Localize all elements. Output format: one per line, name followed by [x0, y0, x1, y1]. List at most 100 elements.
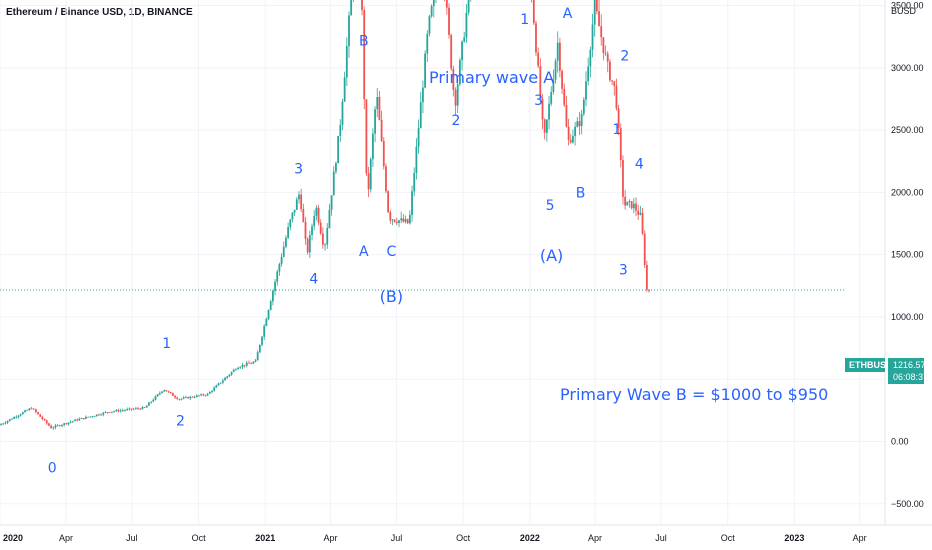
- candle-body: [587, 66, 590, 82]
- axis-currency-label: BUSD: [891, 6, 917, 16]
- candle-body: [0, 424, 2, 426]
- candle-body: [204, 395, 207, 397]
- candle-body: [102, 412, 105, 415]
- time-axis[interactable]: 2020 Apr Jul Oct 2021 Apr Jul Oct 2022 Apr Jul Oct 2…: [0, 524, 932, 543]
- candle-body: [465, 12, 468, 38]
- x-tick-label: 2022: [520, 533, 540, 543]
- candle-body: [63, 423, 66, 425]
- candle-body: [545, 119, 548, 133]
- candle-body: [369, 159, 372, 190]
- candle-body: [367, 173, 370, 190]
- candle-body: [295, 199, 298, 210]
- candle-body: [567, 126, 570, 140]
- candle-body: [219, 382, 222, 384]
- candle-body: [413, 172, 416, 192]
- price-tag-value: 1216.57: [893, 360, 926, 370]
- candle-body: [613, 81, 616, 86]
- candle-body: [424, 53, 426, 88]
- wave-label: 3: [294, 162, 303, 178]
- candle-body: [615, 85, 618, 109]
- wave-label: 1: [612, 122, 621, 138]
- candle-body: [591, 24, 594, 50]
- candle-body: [287, 227, 290, 238]
- candle-body: [163, 390, 166, 392]
- wave-label: B: [359, 33, 369, 49]
- candle-body: [239, 367, 242, 368]
- candle-body: [350, 0, 353, 16]
- candle-body: [576, 121, 579, 127]
- wave-label: 3: [534, 93, 543, 109]
- candle-body: [343, 77, 346, 102]
- wave-label: 4: [635, 157, 644, 173]
- last-price-badge[interactable]: ETHBUSD 1216.57 06:08:37: [845, 358, 928, 384]
- y-tick-label: 0.00: [891, 437, 909, 447]
- candle-body: [82, 417, 85, 419]
- candle-body: [554, 60, 557, 80]
- candle-body: [306, 238, 309, 253]
- candle-body: [263, 325, 266, 337]
- candle-body: [19, 414, 22, 416]
- x-tick-label: Jul: [391, 533, 403, 543]
- candle-body: [339, 124, 342, 136]
- candle-body: [45, 420, 48, 424]
- candle-body: [113, 411, 116, 412]
- candle-body: [419, 102, 422, 129]
- candle-body: [28, 408, 31, 411]
- x-tick-label: 2021: [255, 533, 275, 543]
- candle-body: [332, 171, 335, 196]
- candle-body: [348, 15, 350, 47]
- candle-body: [391, 219, 394, 221]
- candle-body: [632, 203, 635, 209]
- candle-body: [211, 390, 213, 392]
- x-tick-label: Apr: [588, 533, 602, 543]
- candle-body: [635, 203, 637, 211]
- price-axis[interactable]: BUSD −1000.00−500.000.00500.001000.00150…: [884, 0, 929, 550]
- candle-body: [426, 33, 429, 54]
- candle-body: [74, 419, 76, 422]
- candle-body: [224, 377, 226, 381]
- candle-body: [559, 42, 561, 71]
- candle-body: [148, 402, 150, 406]
- candle-body: [319, 222, 322, 234]
- candle-body: [361, 0, 363, 11]
- candle-body: [111, 411, 113, 413]
- candle-body: [317, 207, 320, 223]
- candle-body: [117, 410, 120, 412]
- candle-body: [628, 201, 631, 202]
- candle-body: [56, 425, 59, 427]
- candle-body: [630, 201, 633, 209]
- candle-body: [313, 215, 316, 227]
- candle-body: [311, 226, 313, 236]
- candle-body: [191, 396, 194, 398]
- candle-body: [176, 397, 179, 400]
- y-tick-label: 3500.00: [891, 1, 924, 11]
- candle-body: [328, 209, 331, 228]
- candle-body: [206, 393, 209, 396]
- candle-body: [569, 139, 572, 143]
- candle-body: [461, 41, 463, 61]
- candle-body: [100, 414, 103, 416]
- candle-body: [132, 408, 135, 410]
- candle-body: [445, 0, 448, 8]
- candle-body: [345, 46, 348, 78]
- x-tick-label: Oct: [456, 533, 471, 543]
- candle-body: [135, 408, 137, 410]
- candle-body: [422, 87, 424, 103]
- candle-body: [250, 363, 253, 365]
- wave-label: 0: [48, 461, 57, 477]
- candle-body: [269, 301, 272, 310]
- candle-body: [202, 394, 205, 396]
- candle-body: [84, 416, 87, 419]
- y-tick-label: 2000.00: [891, 187, 924, 197]
- candle-body: [374, 109, 376, 134]
- candles: [0, 0, 650, 430]
- x-tick-label: Apr: [853, 533, 867, 543]
- candle-body: [404, 219, 407, 222]
- candle-body: [606, 53, 609, 62]
- candle-body: [463, 37, 466, 42]
- x-tick-label: 2023: [784, 533, 804, 543]
- candle-body: [30, 408, 33, 410]
- candle-body: [389, 212, 392, 221]
- x-tick-label: Oct: [192, 533, 207, 543]
